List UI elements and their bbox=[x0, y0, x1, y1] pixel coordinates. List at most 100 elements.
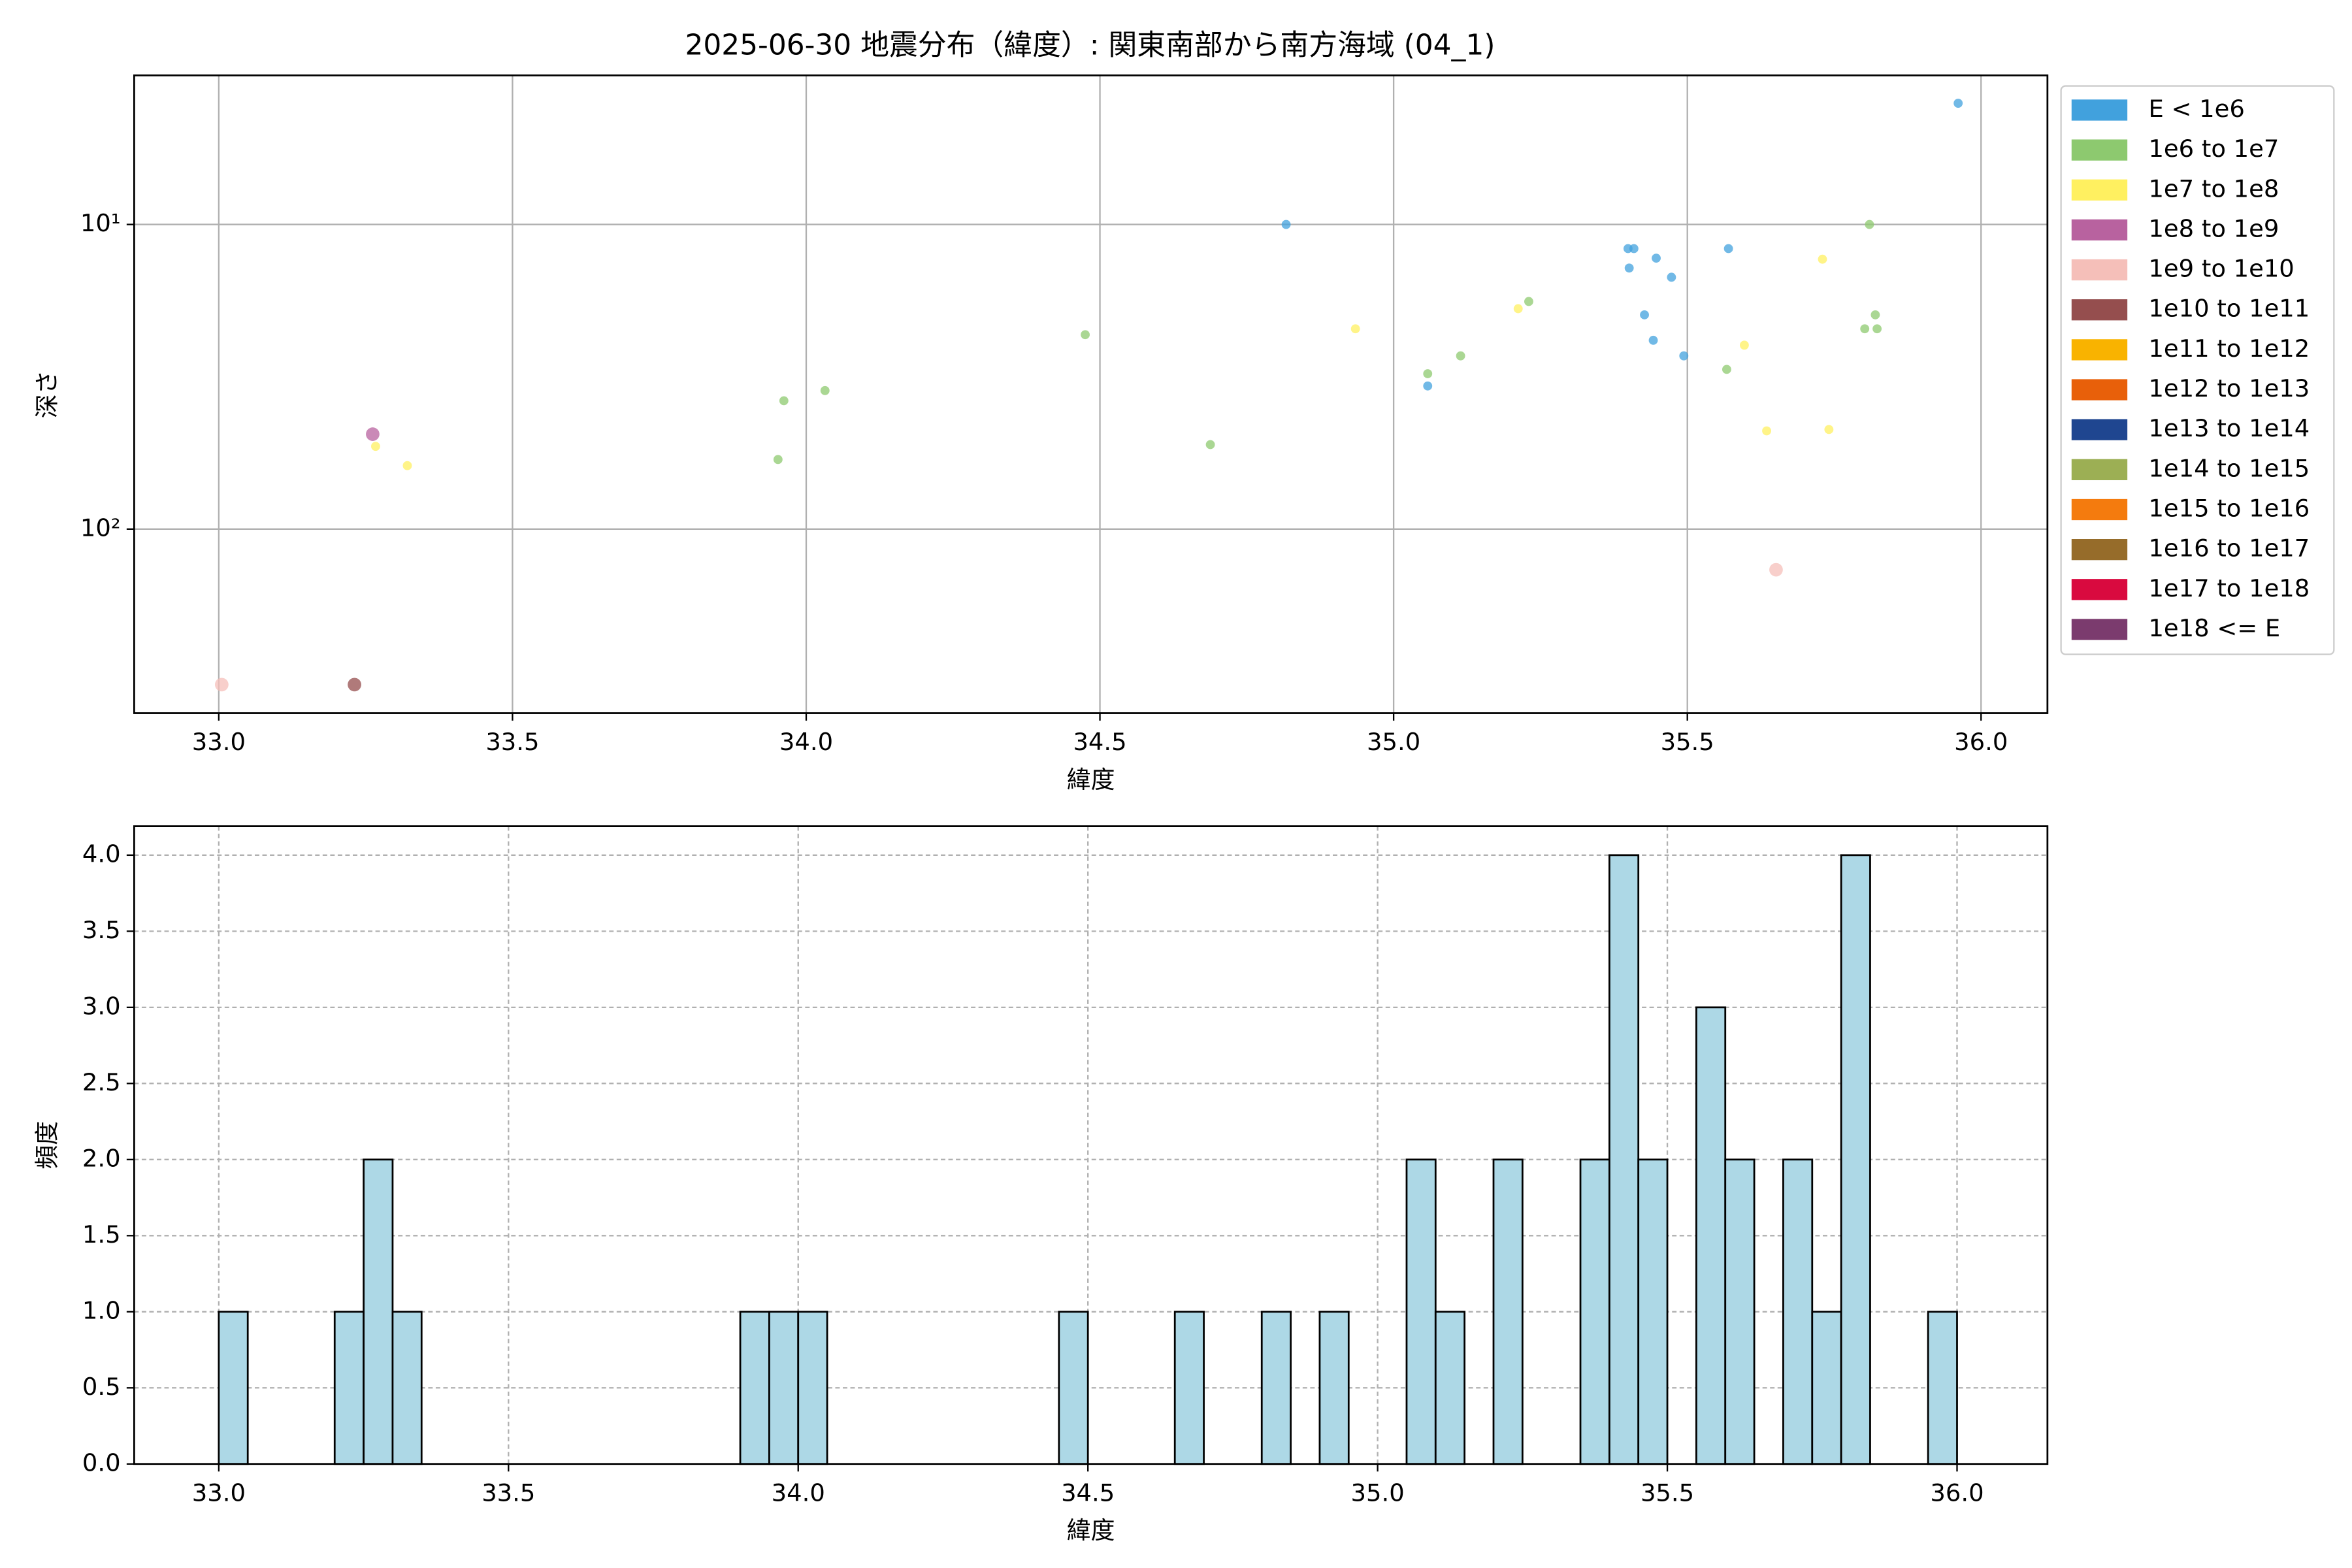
legend-label: 1e18 <= E bbox=[2148, 614, 2280, 642]
histogram-bar bbox=[1608, 854, 1640, 1465]
scatter-point bbox=[1824, 425, 1834, 434]
y-tick-label: 2.5 bbox=[82, 1068, 121, 1096]
scatter-point bbox=[1762, 426, 1771, 436]
y-tick-label: 0.5 bbox=[82, 1373, 121, 1401]
histogram-bar bbox=[1927, 1311, 1958, 1465]
scatter-point bbox=[371, 442, 380, 451]
legend-swatch bbox=[2071, 459, 2128, 480]
x-tick-label: 36.0 bbox=[1930, 1478, 1984, 1507]
legend-label: 1e8 to 1e9 bbox=[2148, 214, 2279, 242]
scatter-point bbox=[1739, 340, 1749, 350]
histogram-bar bbox=[333, 1311, 365, 1465]
legend-swatch bbox=[2071, 339, 2128, 361]
legend-label: 1e13 to 1e14 bbox=[2148, 414, 2310, 442]
legend-label: 1e10 to 1e11 bbox=[2148, 295, 2310, 323]
legend-swatch bbox=[2071, 498, 2128, 521]
legend-label: 1e11 to 1e12 bbox=[2148, 335, 2310, 363]
x-tick-label: 34.5 bbox=[1073, 728, 1126, 756]
histogram-bar bbox=[1579, 1158, 1610, 1465]
x-tick-label: 33.0 bbox=[192, 1478, 246, 1507]
histogram-bar bbox=[1840, 854, 1871, 1465]
legend-swatch bbox=[2071, 179, 2128, 201]
y-tick-label: 0.0 bbox=[82, 1448, 121, 1477]
scatter-point bbox=[1423, 369, 1433, 378]
scatter-point bbox=[348, 678, 361, 692]
x-tick-label: 33.0 bbox=[192, 728, 246, 756]
y-tick-label: 3.5 bbox=[82, 916, 121, 944]
axes-frame bbox=[133, 74, 2049, 714]
scatter-point bbox=[1513, 304, 1523, 314]
histogram-bar bbox=[1260, 1311, 1292, 1465]
legend-label: 1e14 to 1e15 bbox=[2148, 454, 2310, 482]
histogram-bar bbox=[1058, 1311, 1089, 1465]
x-tick-label: 35.0 bbox=[1367, 728, 1420, 756]
scatter-point bbox=[1350, 324, 1360, 334]
x-tick-label: 34.5 bbox=[1061, 1478, 1115, 1507]
legend-swatch bbox=[2071, 219, 2128, 241]
x-tick-label: 35.5 bbox=[1641, 1478, 1694, 1507]
scatter-point bbox=[1652, 253, 1661, 263]
x-axis-label: 緯度 bbox=[1067, 766, 1115, 794]
scatter-point bbox=[1860, 324, 1870, 334]
histogram-bar bbox=[1318, 1311, 1350, 1465]
legend-swatch bbox=[2071, 139, 2128, 161]
histogram-bar bbox=[739, 1311, 770, 1465]
scatter-point bbox=[1629, 244, 1639, 253]
histogram-bar bbox=[1724, 1158, 1756, 1465]
x-tick-label: 35.5 bbox=[1661, 728, 1714, 756]
y-tick-label: 3.0 bbox=[82, 992, 121, 1020]
chart-title: 2025-06-30 地震分布（緯度）: 関東南部から南方海域 (04_1) bbox=[685, 29, 1495, 62]
x-axis-label: 緯度 bbox=[1067, 1516, 1115, 1544]
legend-swatch bbox=[2071, 619, 2128, 640]
scatter-point bbox=[820, 385, 830, 395]
scatter-point bbox=[779, 396, 789, 406]
scatter-point bbox=[1640, 310, 1649, 319]
legend-swatch bbox=[2071, 99, 2128, 121]
legend-label: 1e9 to 1e10 bbox=[2148, 255, 2294, 283]
legend-label: 1e12 to 1e13 bbox=[2148, 374, 2310, 402]
y-tick-label: 10² bbox=[80, 514, 121, 542]
legend-label: 1e7 to 1e8 bbox=[2148, 174, 2279, 203]
x-tick-label: 33.5 bbox=[482, 1478, 535, 1507]
legend-swatch bbox=[2071, 579, 2128, 600]
y-tick-label: 1.0 bbox=[82, 1296, 121, 1324]
y-tick-label: 2.0 bbox=[82, 1144, 121, 1172]
scatter-point bbox=[1624, 263, 1634, 273]
scatter-point bbox=[1865, 220, 1874, 229]
scatter-point bbox=[1679, 351, 1689, 361]
scatter-point bbox=[1423, 381, 1433, 391]
histogram-bar bbox=[1492, 1158, 1524, 1465]
y-tick-label: 10¹ bbox=[80, 209, 121, 237]
scatter-point bbox=[1081, 330, 1090, 340]
scatter-point bbox=[1205, 440, 1215, 449]
y-tick-label: 1.5 bbox=[82, 1220, 121, 1249]
scatter-point bbox=[773, 455, 783, 465]
legend-swatch bbox=[2071, 299, 2128, 321]
scatter-point bbox=[1456, 351, 1465, 361]
scatter-point bbox=[1667, 272, 1676, 282]
scatter-point bbox=[402, 461, 412, 470]
histogram-bar bbox=[218, 1311, 249, 1465]
legend-label: 1e17 to 1e18 bbox=[2148, 574, 2310, 602]
histogram-bar bbox=[1434, 1311, 1466, 1465]
y-tick-label: 4.0 bbox=[82, 840, 121, 868]
legend-label: E < 1e6 bbox=[2148, 95, 2244, 123]
scatter-point bbox=[214, 678, 229, 692]
scatter-point bbox=[1870, 310, 1880, 319]
scatter-point bbox=[1818, 254, 1827, 264]
x-tick-label: 36.0 bbox=[1954, 728, 2008, 756]
y-axis-label: 頻度 bbox=[33, 1121, 61, 1169]
histogram-bar bbox=[1695, 1006, 1727, 1465]
x-tick-label: 33.5 bbox=[485, 728, 539, 756]
axes-frame bbox=[133, 825, 2049, 1465]
histogram-bar bbox=[1811, 1311, 1842, 1465]
histogram-bar bbox=[1173, 1311, 1205, 1465]
histogram-bar bbox=[797, 1311, 828, 1465]
scatter-point bbox=[366, 427, 380, 441]
histogram-bar bbox=[391, 1311, 423, 1465]
scatter-point bbox=[1769, 563, 1783, 577]
histogram-bar bbox=[1782, 1158, 1814, 1465]
scatter-point bbox=[1872, 324, 1882, 334]
histogram-bar bbox=[363, 1158, 394, 1465]
